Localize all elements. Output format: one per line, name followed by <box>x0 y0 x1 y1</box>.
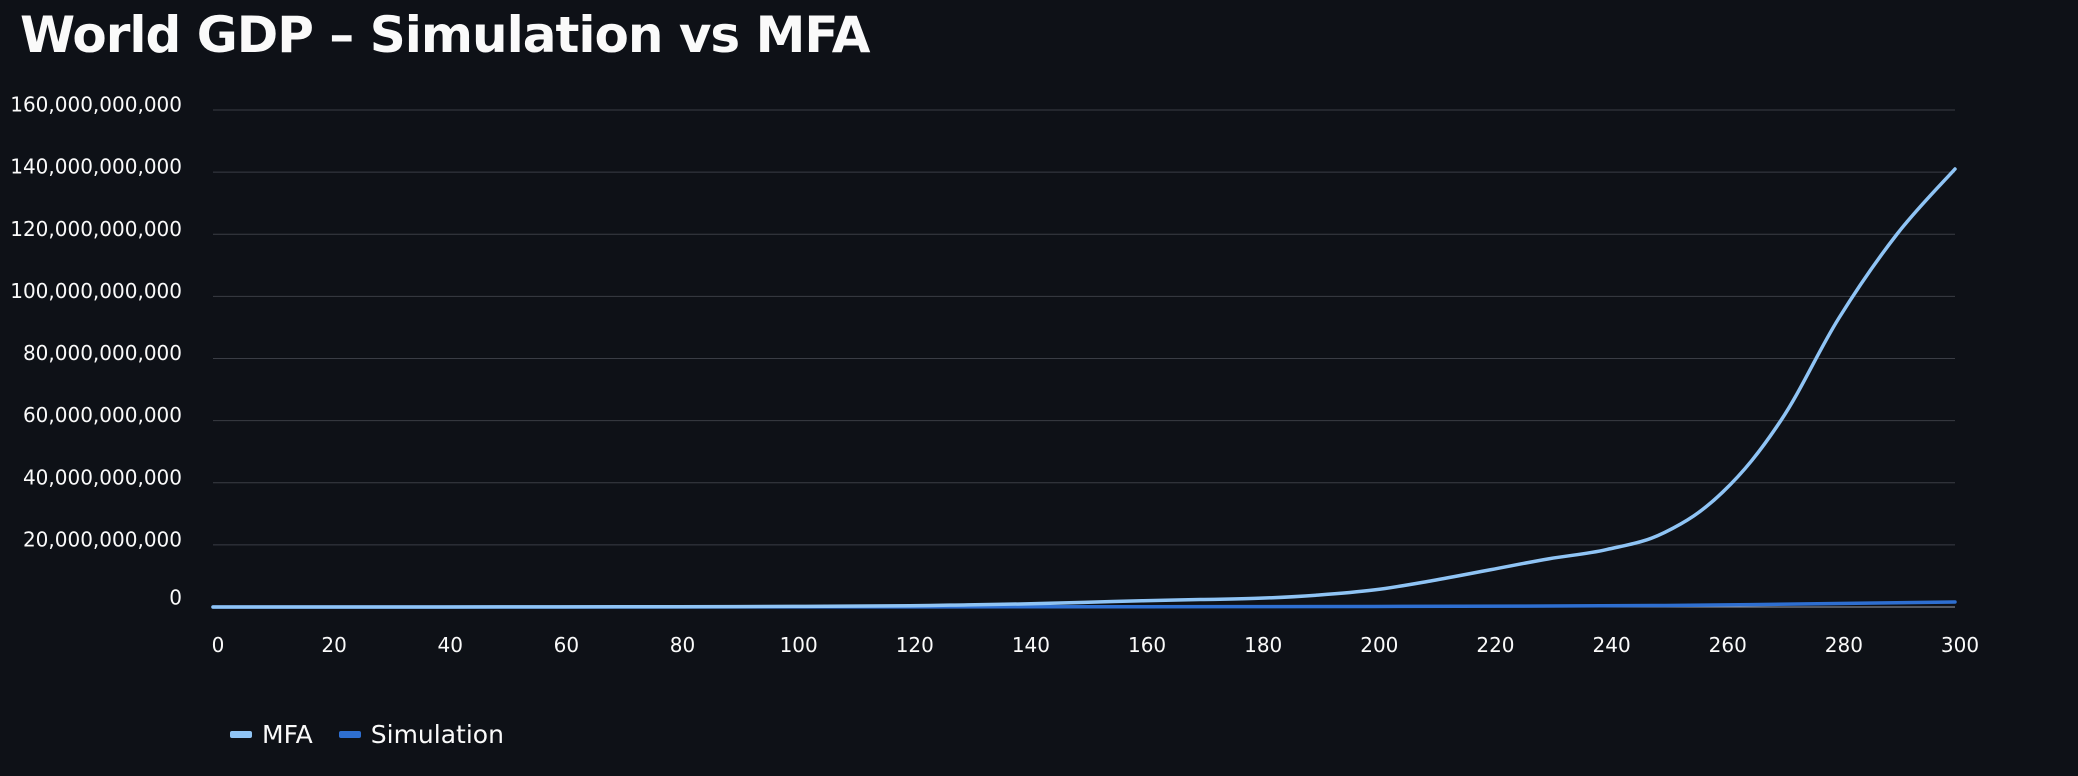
x-tick-label: 220 <box>1476 633 1514 657</box>
x-tick-label: 280 <box>1825 633 1863 657</box>
y-tick-label: 80,000,000,000 <box>23 341 182 365</box>
y-tick-label: 60,000,000,000 <box>23 403 182 427</box>
y-tick-label: 20,000,000,000 <box>23 527 182 551</box>
y-tick-label: 160,000,000,000 <box>10 93 182 117</box>
line-chart: 0 20,000,000,000 40,000,000,000 60,000,000,… <box>10 93 1979 658</box>
x-tick-label: 20 <box>321 633 346 657</box>
x-tick-label: 200 <box>1360 633 1398 657</box>
y-tick-label: 120,000,000,000 <box>10 217 182 241</box>
x-tick-label: 160 <box>1128 633 1166 657</box>
x-tick-label: 80 <box>670 633 695 657</box>
x-tick-label: 240 <box>1593 633 1631 657</box>
x-tick-label: 140 <box>1012 633 1050 657</box>
x-tick-label: 300 <box>1941 633 1979 657</box>
y-tick-label: 140,000,000,000 <box>10 155 182 179</box>
x-tick-label: 40 <box>438 633 463 657</box>
page-title: World GDP – Simulation vs MFA <box>20 6 870 64</box>
x-tick-label: 60 <box>554 633 579 657</box>
y-tick-label: 0 <box>169 586 182 610</box>
y-tick-label: 100,000,000,000 <box>10 279 182 303</box>
x-tick-label: 180 <box>1244 633 1282 657</box>
chart-axes: 0 20,000,000,000 40,000,000,000 60,000,000,… <box>10 93 1979 658</box>
legend-item-mfa[interactable]: MFA <box>230 720 313 749</box>
chart-series <box>211 167 1957 609</box>
x-tick-label: 100 <box>780 633 818 657</box>
x-tick-label: 120 <box>896 633 934 657</box>
legend-swatch-simulation <box>338 731 361 738</box>
series-line-mfa[interactable] <box>211 167 1957 609</box>
legend-swatch-mfa <box>230 731 252 738</box>
legend-label-mfa: MFA <box>262 720 313 749</box>
chart-legend: MFA Simulation <box>230 720 504 749</box>
x-tick-label: 260 <box>1709 633 1747 657</box>
chart-gridlines <box>213 109 1955 546</box>
legend-label-simulation: Simulation <box>370 720 504 749</box>
legend-item-simulation[interactable]: Simulation <box>338 720 504 749</box>
y-tick-label: 40,000,000,000 <box>23 465 182 489</box>
x-tick-label: 0 <box>212 633 225 657</box>
